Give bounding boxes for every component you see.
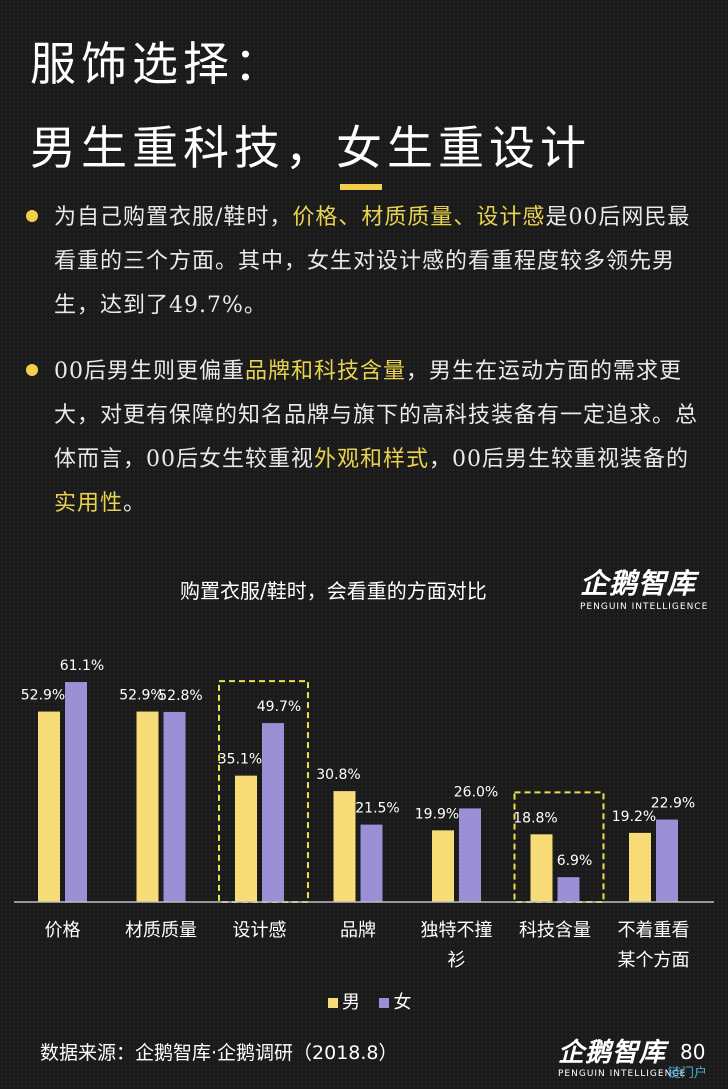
paragraph-text: 。 [123, 491, 147, 516]
category-label: 材质质量 [125, 920, 197, 941]
paragraph-text: 00后男生则更偏重 [54, 359, 245, 384]
paragraph-1: 为自己购置衣服/鞋时，价格、材质质量、设计感是00后网民最看重的三个方面。其中，… [54, 196, 704, 328]
bar-male [136, 711, 159, 902]
logo-en-text: PENGUIN INTELLIGENCE [558, 1069, 687, 1079]
category-label: 不着重看 [618, 920, 690, 941]
category-label: 设计感 [233, 920, 287, 941]
highlighted-text: 外观和样式 [314, 447, 430, 472]
category-label: 价格 [45, 920, 81, 941]
data-label: 61.1% [60, 658, 104, 674]
paragraph-2: 00后男生则更偏重品牌和科技含量，男生在运动方面的需求更大，对更有保障的知名品牌… [54, 350, 704, 526]
watermark-text: 链门户 [668, 1066, 708, 1081]
bar-female [163, 711, 186, 902]
data-label: 30.8% [316, 767, 360, 783]
page-number: 80 [680, 1040, 706, 1064]
bar-male [629, 832, 651, 902]
penguin-logo-bottom: 企鹅智库 PENGUIN INTELLIGENCE [558, 1032, 686, 1079]
paragraph-text: ，男生在运动方面的需求更大，对更有保障的知名品牌与旗下的高科技装备有一定追求。总… [54, 359, 699, 472]
data-label: 18.8% [513, 810, 557, 826]
bar-female [360, 824, 383, 902]
highlighted-text: 品牌和科技含量 [245, 359, 407, 384]
data-label: 26.0% [454, 784, 498, 800]
page-title-line2: 男生重科技，女生重设计 [30, 121, 591, 175]
paragraph-text: 是00后网民最看重的三个方面。其中，女生对设计感的看重程度较多领先男生，达到了4… [54, 205, 691, 318]
penguin-logo-top: 企鹅智库 PENGUIN INTELLIGENCE [580, 562, 708, 612]
logo-cn-text: 企鹅智库 [558, 1038, 667, 1068]
bar-female [65, 682, 87, 902]
highlighted-text: 价格、材质质量、设计感 [292, 205, 546, 230]
paragraph-text: 为自己购置衣服/鞋时， [54, 205, 293, 230]
data-label: 49.7% [257, 699, 301, 715]
legend-swatch-female [379, 998, 390, 1008]
data-label: 19.2% [612, 809, 656, 825]
category-label: 科技含量 [519, 920, 591, 941]
legend-label-female: 女 [393, 992, 412, 1013]
category-label: 独特不撞 [421, 920, 493, 941]
data-source-note: 数据来源：企鹅智库·企鹅调研（2018.8） [40, 1042, 398, 1064]
data-label: 21.5% [355, 801, 399, 817]
paragraph-text: ，00后男生较重视装备的 [429, 447, 690, 472]
bullet-dot-icon [26, 364, 38, 376]
data-label: 6.9% [557, 853, 593, 869]
bar-female [459, 808, 481, 902]
title-accent-bar [340, 184, 382, 190]
bar-male [530, 834, 553, 902]
bar-female [262, 723, 284, 902]
page-title-line1: 服饰选择： [30, 37, 285, 91]
data-label: 52.9% [119, 688, 163, 704]
data-label: 52.9% [21, 688, 65, 704]
category-label: 衫 [448, 950, 466, 971]
bar-male [235, 775, 257, 902]
bar-male [38, 711, 60, 902]
highlighted-text: 实用性 [54, 491, 124, 516]
data-label: 19.9% [415, 806, 459, 822]
bullet-dot-icon [26, 210, 38, 222]
data-label: 22.9% [651, 796, 695, 812]
legend-label-male: 男 [342, 992, 360, 1013]
chart-legend: 男 女 [328, 988, 411, 1014]
data-label: 52.8% [158, 688, 202, 704]
bar-male [333, 791, 356, 902]
logo-cn-text: 企鹅智库 [580, 567, 697, 600]
category-label: 品牌 [340, 920, 376, 941]
bar-female [656, 819, 678, 902]
bar-female [557, 877, 580, 902]
bar-male [432, 830, 454, 902]
data-label: 35.1% [218, 752, 262, 768]
legend-swatch-male [328, 998, 338, 1008]
logo-en-text: PENGUIN INTELLIGENCE [580, 602, 709, 612]
chart-title: 购置衣服/鞋时，会看重的方面对比 [180, 579, 487, 603]
category-label: 某个方面 [618, 950, 690, 971]
bar-chart: 52.9%61.1%价格52.9%52.8%材质质量35.1%49.7%设计感3… [14, 658, 714, 971]
